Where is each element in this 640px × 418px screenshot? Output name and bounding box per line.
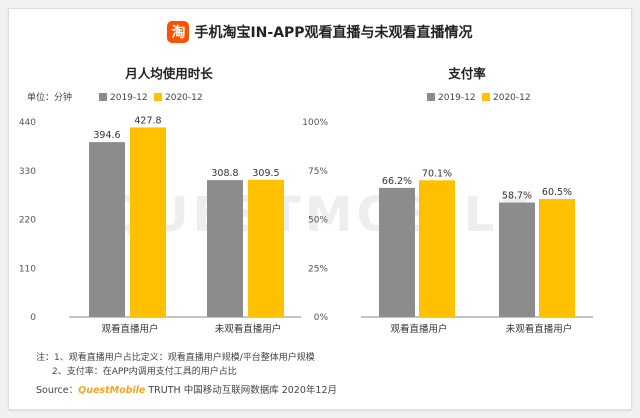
c0-bar-1-0 [207, 180, 243, 317]
c0-title: 月人均使用时长 [124, 66, 213, 81]
c1-bar-label-0-0: 66.2% [382, 176, 412, 187]
footnote-2: 2、支付率：在APP内调用支付工具的用户占比 [52, 367, 237, 377]
c0-bar-label-1-0: 308.8 [211, 168, 238, 179]
main-title: 手机淘宝IN-APP观看直播与未观看直播情况 [194, 25, 473, 41]
source-line: Source：QuestMobile TRUTH 中国移动互联网数据库 2020… [36, 382, 337, 396]
c0-legend-swatch-0 [99, 93, 107, 101]
c0-bar-label-0-1: 427.8 [134, 115, 161, 126]
c1-bar-0-1 [419, 180, 455, 317]
c0-category-0: 观看直播用户 [101, 323, 158, 335]
c1-ytick-3: 75% [308, 167, 328, 177]
c0-bar-0-0 [89, 142, 125, 317]
chart-card: 淘 手机淘宝IN-APP观看直播与未观看直播情况 QUESTMOBILE 月人均… [8, 8, 632, 410]
c0-bar-label-0-0: 394.6 [93, 130, 120, 141]
c1-bar-1-1 [539, 199, 575, 317]
c1-ytick-4: 100% [302, 118, 328, 128]
c0-bar-0-1 [130, 127, 166, 317]
c1-bar-label-0-1: 70.1% [422, 168, 452, 179]
c1-category-0: 观看直播用户 [390, 323, 447, 335]
c1-category-1: 未观看直播用户 [506, 323, 573, 335]
c0-ytick-0: 0 [30, 313, 36, 323]
source-brand: QuestMobile [78, 385, 146, 396]
c1-ytick-0: 0% [314, 313, 329, 323]
c1-legend-swatch-0 [427, 93, 435, 101]
c0-legend-swatch-1 [154, 93, 162, 101]
c1-ytick-1: 25% [308, 264, 328, 274]
c1-ytick-2: 50% [308, 216, 328, 226]
c0-bar-label-1-1: 309.5 [252, 168, 279, 179]
header: 淘 手机淘宝IN-APP观看直播与未观看直播情况 [9, 21, 631, 43]
c0-ytick-2: 220 [19, 216, 36, 226]
source-rest: TRUTH 中国移动互联网数据库 2020年12月 [145, 385, 337, 396]
c1-title: 支付率 [447, 66, 486, 81]
c1-legend-label-0: 2019-12 [438, 93, 476, 103]
taobao-logo-icon: 淘 [167, 21, 190, 43]
c0-legend-label-0: 2019-12 [110, 93, 148, 103]
c1-bar-0-0 [379, 187, 415, 317]
c0-bar-1-1 [248, 179, 284, 317]
c0-category-1: 未观看直播用户 [215, 323, 282, 335]
c0-unit-label: 单位：分钟 [27, 91, 72, 103]
c1-legend-label-1: 2020-12 [493, 93, 531, 103]
c0-ytick-4: 440 [19, 118, 36, 128]
source-prefix: Source： [36, 385, 79, 396]
footnote-1: 注：1、观看直播用户占比定义：观看直播用户规模/平台整体用户规模 [36, 353, 315, 363]
c1-legend-swatch-1 [482, 93, 490, 101]
c1-bar-1-0 [499, 202, 535, 317]
c0-ytick-1: 110 [19, 264, 36, 274]
footnotes: 注：1、观看直播用户占比定义：观看直播用户规模/平台整体用户规模 2、支付率：在… [36, 351, 315, 379]
c0-legend-label-1: 2020-12 [165, 93, 203, 103]
c0-ytick-3: 330 [19, 167, 36, 177]
watermark: QUESTMOBILE [105, 187, 535, 243]
c1-bar-label-1-0: 58.7% [502, 191, 532, 202]
c1-bar-label-1-1: 60.5% [542, 187, 572, 198]
